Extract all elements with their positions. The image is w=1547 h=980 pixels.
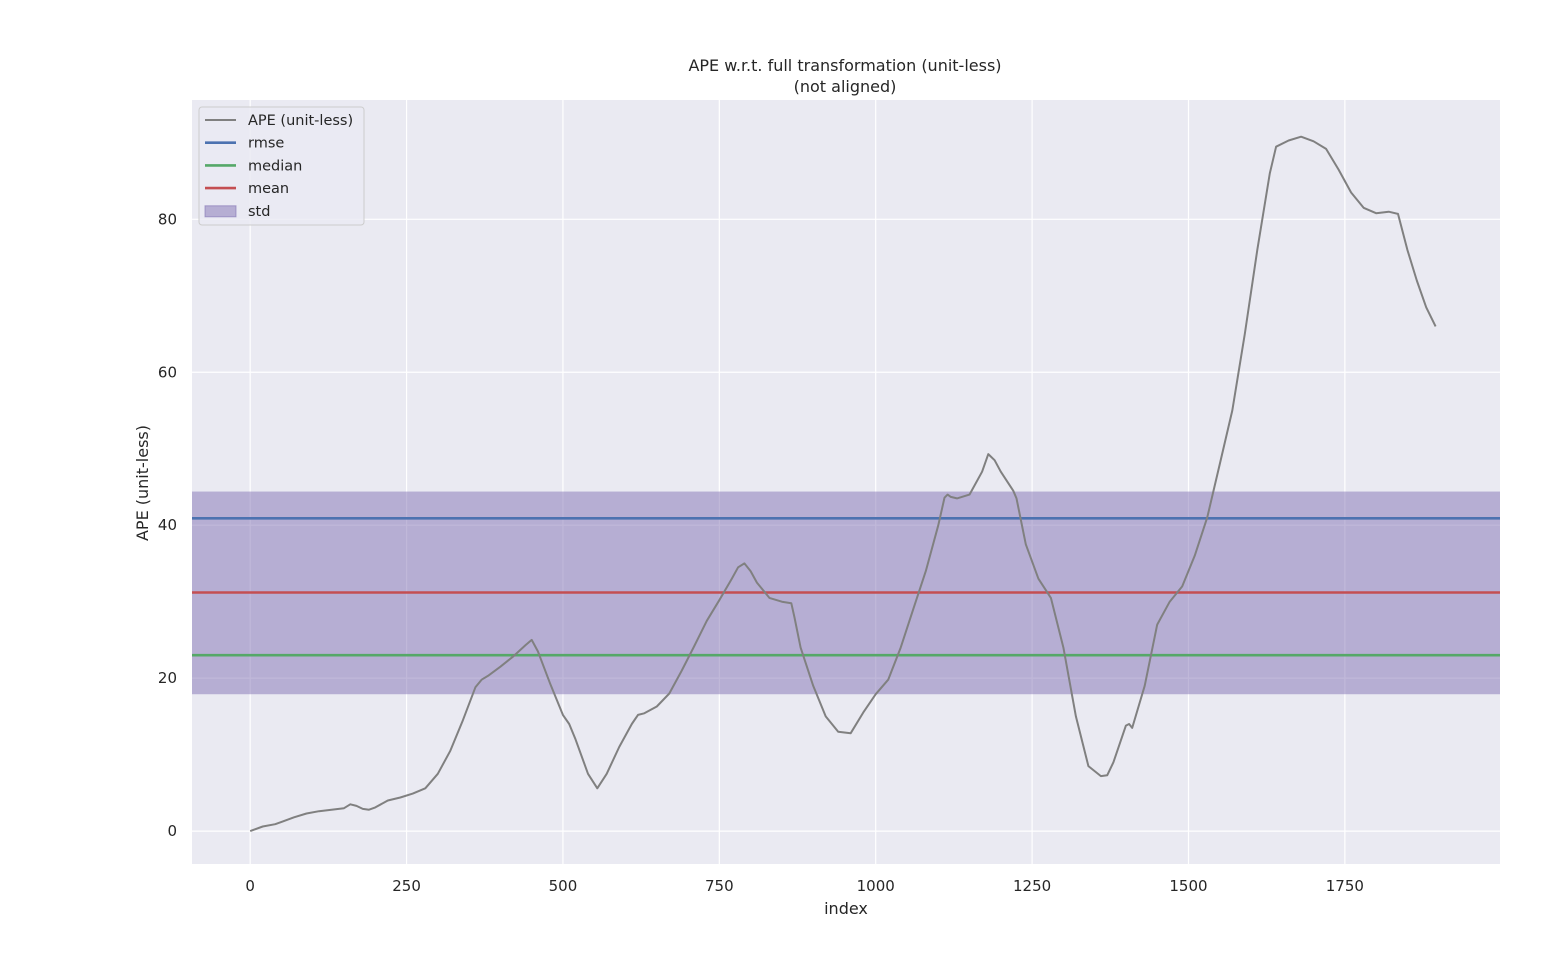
legend-label: std: [248, 204, 270, 220]
x-tick-label: 1250: [1013, 877, 1051, 895]
x-tick-label: 1000: [857, 877, 895, 895]
y-tick-label: 20: [158, 669, 177, 687]
x-tick-label: 0: [245, 877, 255, 895]
x-tick-label: 500: [549, 877, 578, 895]
y-tick-label: 0: [167, 822, 177, 840]
chart-title: APE w.r.t. full transformation (unit-les…: [688, 56, 1001, 75]
x-tick-label: 1500: [1169, 877, 1207, 895]
y-tick-label: 40: [158, 516, 177, 534]
x-tick-label: 1750: [1326, 877, 1364, 895]
x-axis-label: index: [824, 899, 868, 918]
y-tick-label: 60: [158, 363, 177, 381]
x-tick-label: 250: [392, 877, 421, 895]
legend-label: mean: [248, 181, 289, 197]
y-tick-label: 80: [158, 210, 177, 228]
legend-label: APE (unit-less): [248, 113, 353, 129]
x-tick-label: 750: [705, 877, 734, 895]
legend: APE (unit-less) rmse median mean std: [198, 106, 365, 226]
legend-frame: [198, 106, 365, 226]
chart-subtitle: (not aligned): [794, 77, 897, 96]
legend-label: median: [248, 158, 302, 174]
legend-label: rmse: [248, 136, 284, 152]
y-axis-label: APE (unit-less): [133, 425, 152, 541]
tick-labels: 0 250 500 750 1000 1250 1500 1750 0 20 40 60 80: [158, 210, 1364, 895]
plot-area-background: [192, 100, 1500, 864]
ape-series-line: [249, 135, 1437, 833]
legend-swatch: [204, 205, 237, 218]
